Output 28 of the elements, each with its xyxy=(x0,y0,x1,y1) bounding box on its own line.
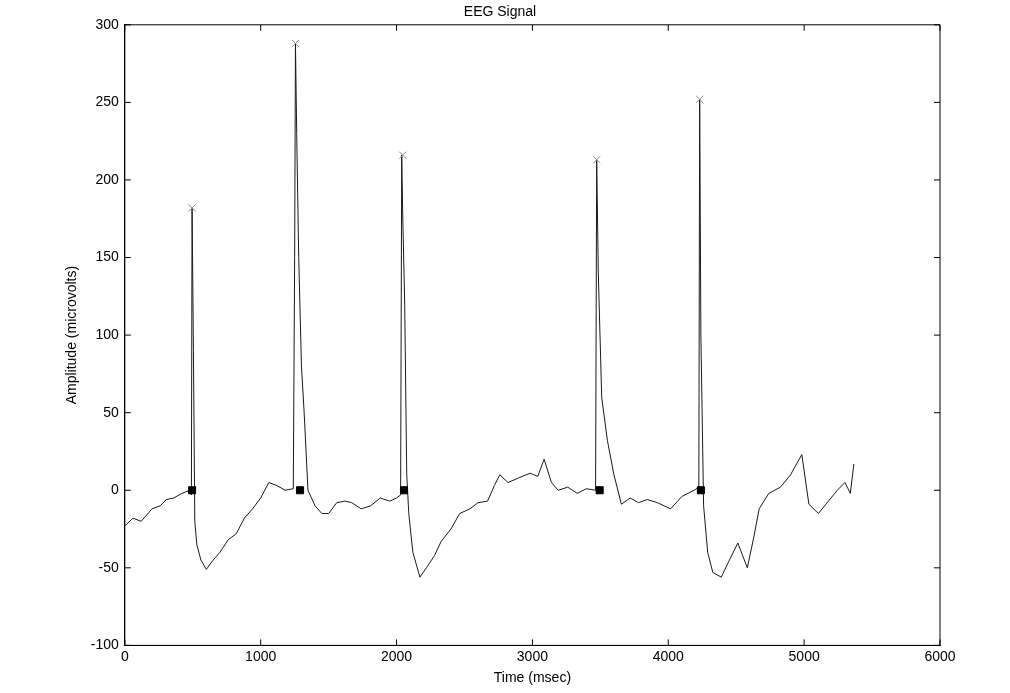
x-tick-label: 1000 xyxy=(245,647,277,664)
y-tick-label: 150 xyxy=(95,248,120,265)
x-axis-title: Time (msec) xyxy=(493,669,572,686)
y-tick-label: 100 xyxy=(95,325,120,342)
y-tick-label: 250 xyxy=(95,93,120,110)
point xyxy=(399,486,409,495)
y-tick-label: 0 xyxy=(111,481,120,498)
y-tick-label: -50 xyxy=(98,558,120,575)
x-tick-label: 2000 xyxy=(380,647,413,664)
x-tick-label: 6000 xyxy=(924,647,956,664)
point xyxy=(695,95,704,104)
y-tick-label: 300 xyxy=(95,15,120,32)
point xyxy=(188,486,197,495)
x-tick-label: 3000 xyxy=(516,647,549,664)
chart-title: EEG Signal xyxy=(463,3,537,20)
point xyxy=(291,39,300,48)
point xyxy=(595,486,604,495)
point xyxy=(296,486,305,495)
x-tick-label: 5000 xyxy=(788,647,820,664)
point xyxy=(398,151,407,160)
point xyxy=(188,203,197,212)
y-tick-label: -100 xyxy=(90,636,120,653)
x-tick-label: 4000 xyxy=(652,647,685,664)
y-tick-label: 200 xyxy=(95,170,120,187)
y-tick-label: 50 xyxy=(103,403,120,420)
y-axis-title: Amplitude (microvolts) xyxy=(63,265,80,405)
point xyxy=(696,486,705,495)
point xyxy=(592,155,601,164)
